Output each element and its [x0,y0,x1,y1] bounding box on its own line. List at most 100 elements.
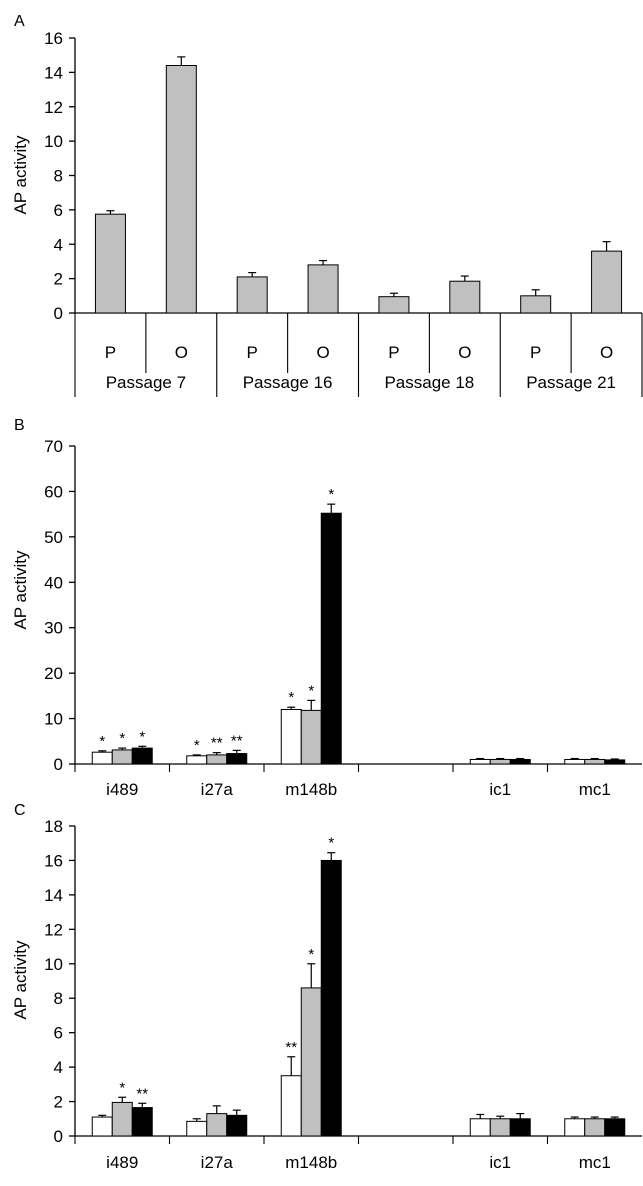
panel-c-y-ticks: 0 2 4 6 8 10 12 14 16 18 [44,817,76,1146]
x-category-label: P [388,343,399,362]
x-category-label: O [600,343,613,362]
significance-mark: * [139,728,145,745]
bar [165,65,197,314]
group-label: Passage 7 [106,373,186,392]
bar [564,758,586,765]
significance-mark: * [194,737,200,754]
y-tick-label: 10 [44,132,63,151]
significance-mark: * [99,733,105,750]
y-tick-label: 4 [54,235,63,254]
y-tick-label: 0 [54,304,63,323]
significance-mark: ** [136,1085,148,1102]
bar [186,1120,208,1137]
y-tick-label: 2 [54,270,63,289]
y-tick-label: 14 [44,886,63,905]
group-label: Passage 18 [384,373,474,392]
x-category-label: m148b [285,1153,337,1172]
y-tick-label: 0 [54,1127,63,1146]
bar [469,758,491,765]
y-tick-label: 40 [44,573,63,592]
bar [280,708,302,765]
bar [206,1113,228,1137]
y-tick-label: 20 [44,664,63,683]
y-tick-label: 30 [44,619,63,638]
bar [300,709,322,765]
x-category-label: O [175,343,188,362]
significance-mark: * [328,486,334,503]
y-tick-label: 10 [44,955,63,974]
y-tick-label: 16 [44,851,63,870]
panel-a-y-axis-label: AP activity [11,135,30,215]
bar [307,264,339,314]
y-tick-label: 4 [54,1058,63,1077]
bar [584,1118,606,1137]
x-category-label: mc1 [579,1153,611,1172]
y-tick-label: 0 [54,755,63,774]
bar [226,1114,248,1137]
panel-b-bars: * *** **** *** [75,486,642,765]
y-tick-label: 70 [44,437,63,456]
bar [94,213,126,314]
x-category-label: P [105,343,116,362]
y-tick-label: 14 [44,63,63,82]
significance-mark: * [308,946,314,963]
x-category-label: P [530,343,541,362]
bar [489,1118,511,1137]
x-category-label: i27a [201,780,234,799]
x-category-label: mc1 [579,780,611,799]
x-category-label: P [247,343,258,362]
bar [604,759,626,765]
bar [520,295,552,314]
y-tick-label: 6 [54,1024,63,1043]
bar [131,1107,153,1137]
y-tick-label: 8 [54,989,63,1008]
significance-mark: ** [285,1039,297,1056]
significance-mark: * [328,835,334,852]
bar [236,276,268,314]
y-tick-label: 10 [44,710,63,729]
bar [378,296,410,314]
bar [280,1075,302,1137]
x-category-label: m148b [285,780,337,799]
panel-a-chart: A AP activity 0 2 4 6 8 10 12 14 16 P O P O P O P O Pas… [11,13,643,397]
panel-b-y-ticks: 0 10 20 30 40 50 60 70 [44,437,76,774]
bar [111,749,133,765]
bar [564,1118,586,1137]
y-tick-label: 60 [44,482,63,501]
x-category-label: i489 [106,780,138,799]
y-tick-label: 50 [44,528,63,547]
significance-mark: * [288,689,294,706]
bar [509,1118,531,1137]
bar [584,758,606,765]
bar [226,753,248,765]
bar [300,987,322,1137]
y-tick-label: 18 [44,817,63,836]
panel-a-bars [75,56,642,314]
bar [591,250,623,314]
x-category-label: i489 [106,1153,138,1172]
bar [489,758,511,765]
panel-c-x-labels: i489 i27a m148b ic1 mc1 [74,1136,611,1172]
bar [91,1116,113,1137]
panel-c-label: C [14,802,26,819]
bar [604,1118,626,1137]
bar [469,1118,491,1137]
panel-b-x-labels: i489 i27a m148b ic1 mc1 [74,764,611,799]
bar [131,747,153,765]
y-tick-label: 16 [44,29,63,48]
group-label: Passage 16 [243,373,333,392]
significance-mark: * [119,1079,125,1096]
panel-a-y-ticks: 0 2 4 6 8 10 12 14 16 [44,29,76,323]
bar [91,751,113,765]
bar [320,512,342,765]
x-category-label: O [316,343,329,362]
panel-c-bars: ******* [75,835,642,1137]
panel-c-y-axis-label: AP activity [11,940,30,1020]
y-tick-label: 12 [44,920,63,939]
panel-a-group-labels: Passage 7 Passage 16 Passage 18 Passage 21 [106,373,616,392]
bar [509,758,531,765]
y-tick-label: 6 [54,201,63,220]
